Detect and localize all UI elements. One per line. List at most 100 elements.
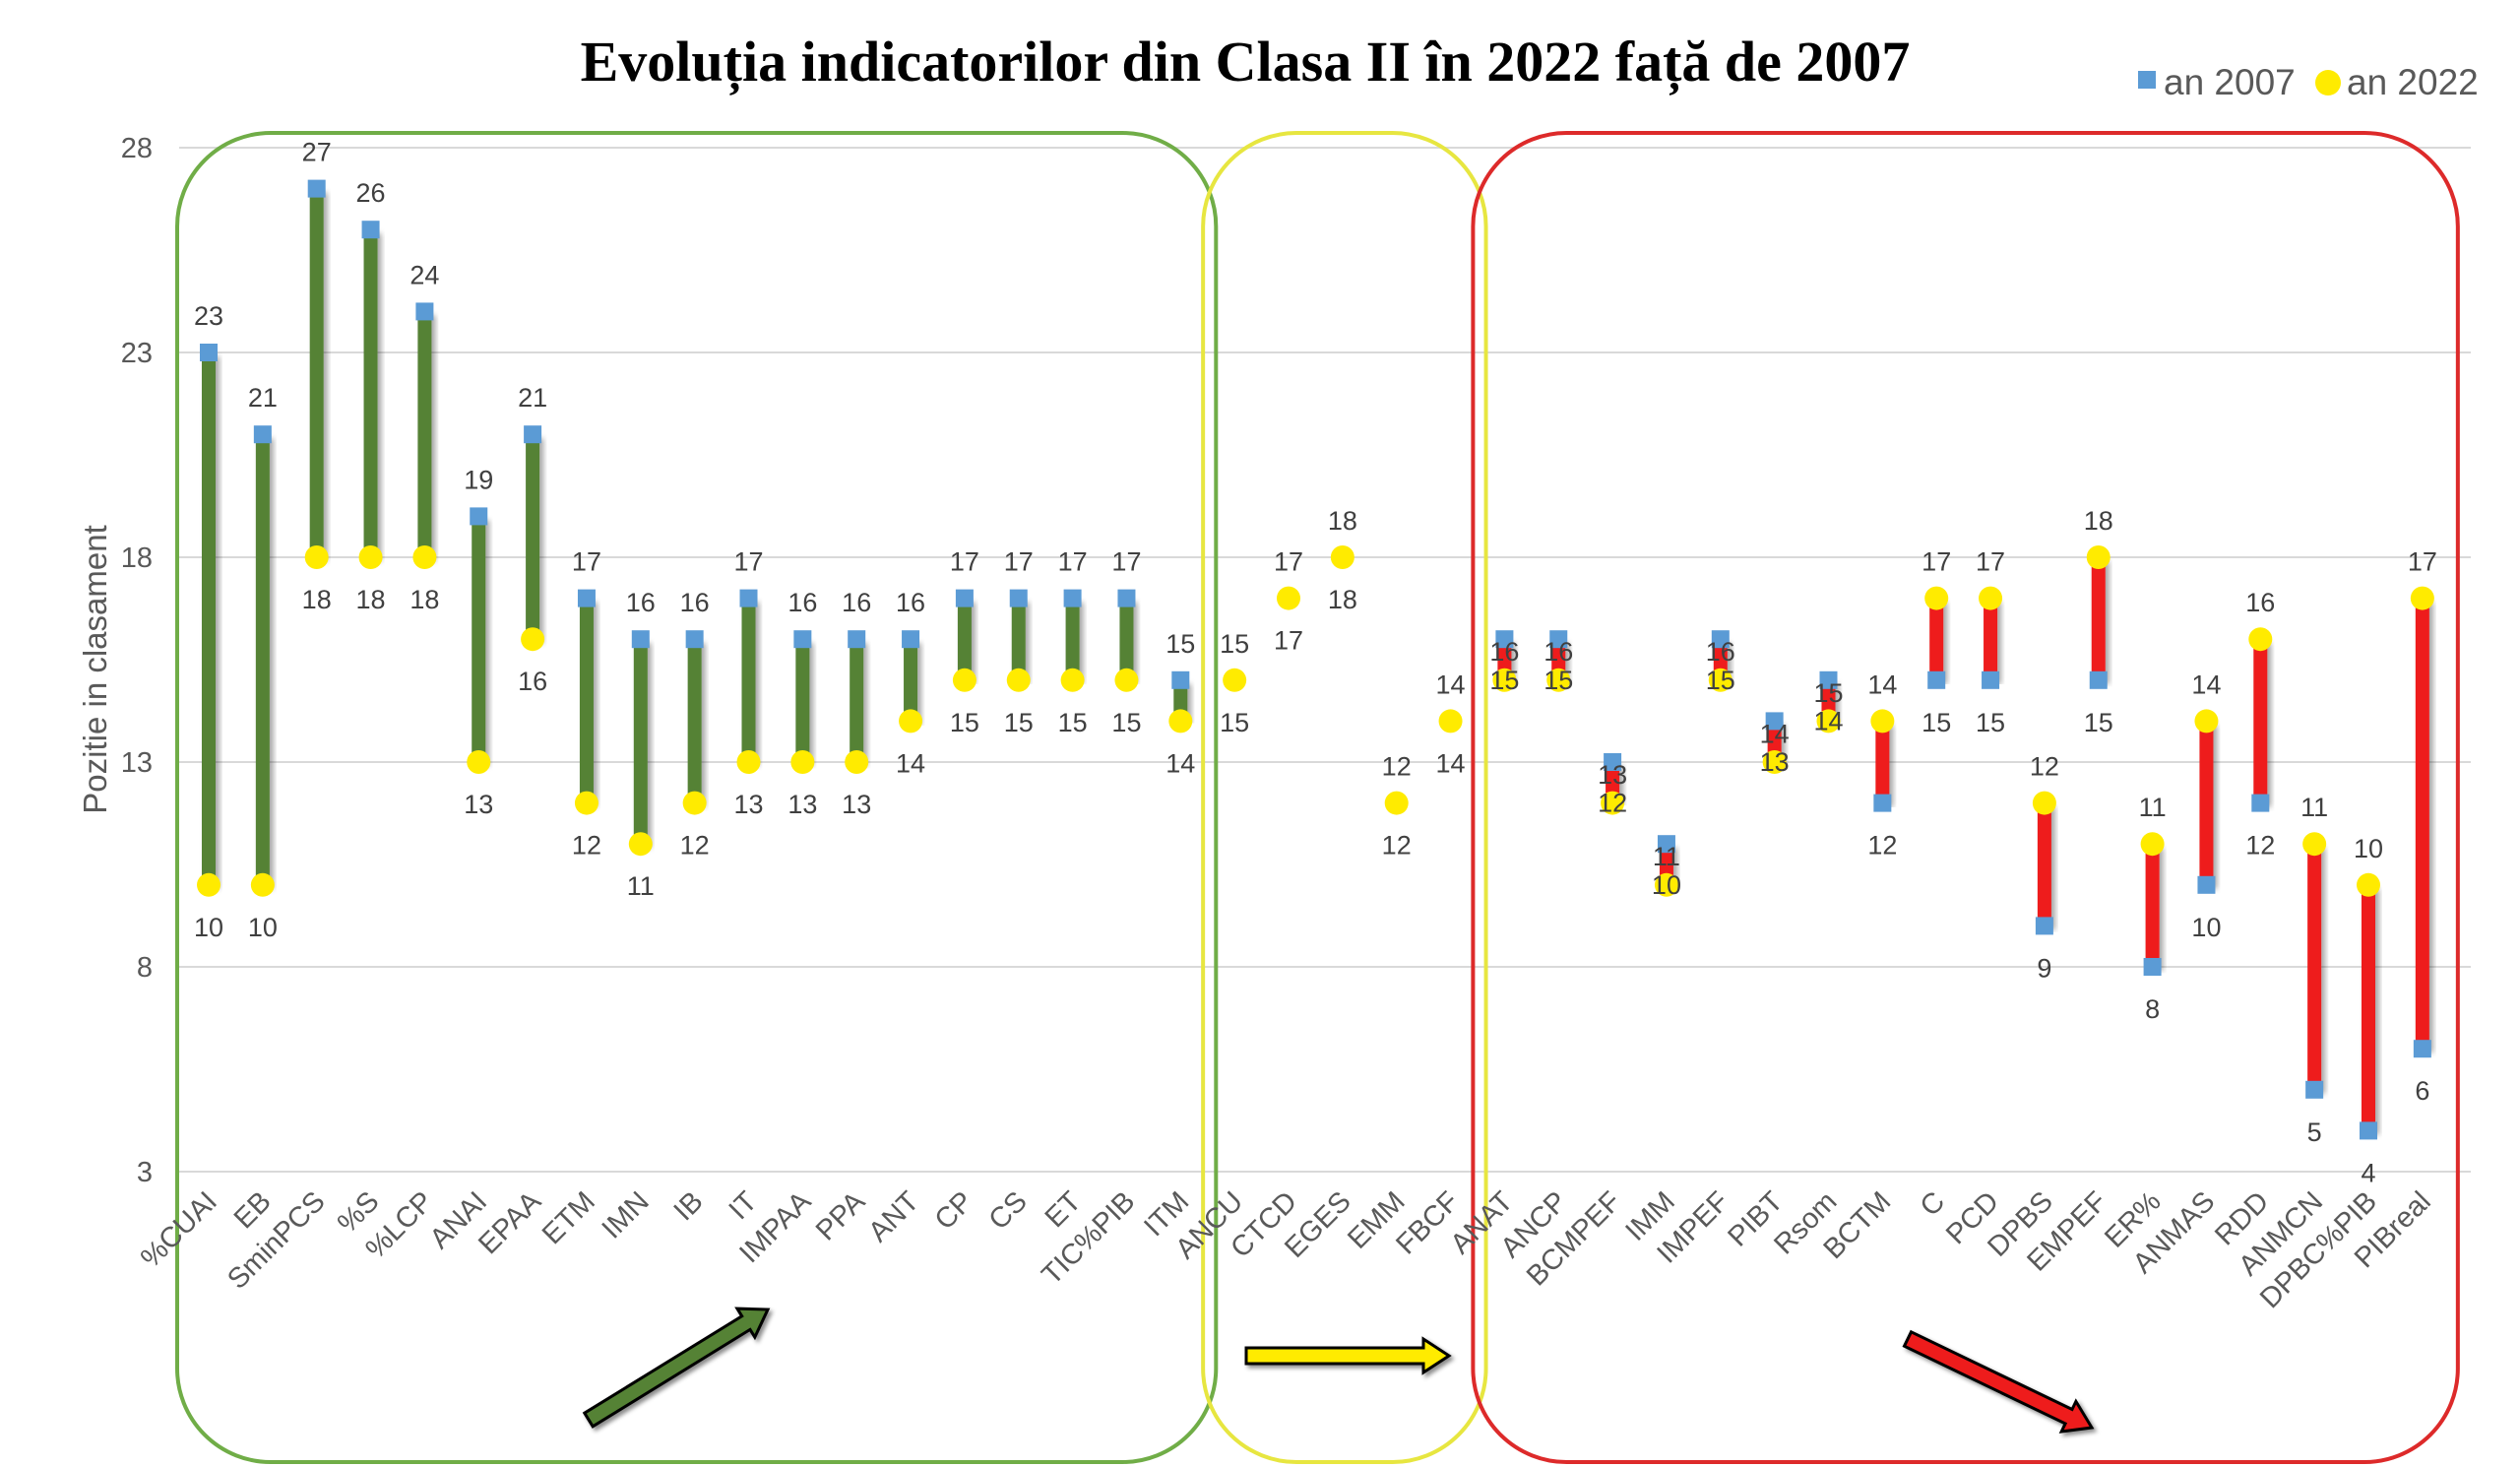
arrow-down-icon — [1902, 1329, 2095, 1434]
marker-2007 — [2089, 670, 2108, 689]
marker-2022 — [250, 872, 275, 897]
marker-2007 — [685, 630, 704, 649]
data-label-bottom: 10 — [248, 913, 278, 942]
data-label-bottom: 12 — [1867, 831, 1897, 861]
range-bar — [795, 639, 810, 762]
data-label-top: 17 — [2408, 547, 2437, 577]
range-bar — [202, 352, 216, 885]
data-label-top: 14 — [1867, 670, 1897, 699]
marker-2007 — [2413, 1040, 2431, 1058]
marker-2022 — [1330, 545, 1354, 569]
marker-2007 — [631, 630, 650, 649]
marker-2022 — [1708, 668, 1732, 692]
y-axis-ticks: 3 8 13 18 23 28 — [121, 133, 153, 1188]
range-bar — [417, 311, 432, 557]
marker-2022 — [2248, 627, 2273, 652]
marker-2022 — [845, 750, 869, 774]
data-label-top: 17 — [1976, 547, 2005, 577]
data-label-bottom: 14 — [1436, 748, 1466, 778]
data-label-bottom: 16 — [518, 667, 547, 696]
marker-2022 — [1924, 586, 1949, 610]
marker-2007 — [2360, 1121, 2377, 1140]
data-label-bottom: 13 — [733, 790, 763, 819]
marker-2022 — [790, 750, 815, 774]
marker-2022 — [1601, 791, 1625, 815]
data-label-bottom: 16 — [1706, 637, 1735, 667]
marker-2022 — [412, 545, 437, 569]
data-label-top: 13 — [1760, 747, 1790, 777]
data-label-top: 26 — [356, 178, 386, 208]
data-label-top: 10 — [2354, 834, 2383, 863]
marker-2007 — [200, 344, 218, 361]
marker-2007 — [1604, 753, 1622, 771]
data-label-bottom: 16 — [1489, 637, 1519, 667]
marker-2007 — [577, 589, 596, 607]
gridlines — [179, 147, 2471, 1173]
data-label-top: 12 — [1598, 789, 1627, 818]
range-bar — [687, 639, 702, 803]
marker-2007 — [2143, 958, 2162, 976]
marker-2022 — [952, 668, 976, 692]
x-tick-label: CP — [929, 1185, 979, 1236]
x-tick-label: C — [1915, 1185, 1951, 1222]
data-label-top: 16 — [2245, 588, 2275, 617]
data-label-bottom: 13 — [788, 790, 817, 819]
data-label-top: 17 — [733, 547, 763, 577]
data-label-top: 17 — [950, 547, 979, 577]
marker-2007 — [1982, 670, 2000, 689]
x-tick-label: PPA — [810, 1185, 872, 1247]
y-tick-label: 28 — [121, 133, 153, 164]
data-label-bottom: 5 — [2307, 1117, 2322, 1147]
marker-2022 — [2302, 832, 2327, 857]
data-label-top: 23 — [194, 301, 223, 331]
range-bar — [2199, 721, 2214, 885]
marker-2022 — [1223, 668, 1247, 692]
x-tick-label: FBCF — [1390, 1185, 1465, 1260]
range-bar — [579, 598, 594, 803]
data-label-bottom: 15 — [1813, 678, 1843, 708]
legend: an 2007 an 2022 — [2138, 62, 2479, 102]
x-tick-label: %CUAI — [135, 1185, 223, 1274]
data-label-top: 19 — [464, 465, 493, 494]
range-bar — [2037, 802, 2051, 926]
trend-arrows — [582, 1307, 2095, 1434]
y-tick-label: 3 — [137, 1157, 153, 1188]
marker-2022 — [1438, 709, 1463, 734]
data-label-bottom: 11 — [1653, 842, 1680, 871]
marker-2007 — [1873, 794, 1892, 812]
data-label-bottom: 13 — [1598, 760, 1627, 790]
marker-2022 — [1870, 709, 1895, 734]
data-label-bottom: 6 — [2415, 1076, 2429, 1106]
data-label-top: 17 — [1922, 547, 1951, 577]
range-bar — [850, 639, 864, 762]
range-bar — [904, 639, 918, 722]
marker-2007 — [1171, 670, 1190, 689]
marker-2007 — [1009, 589, 1028, 607]
marker-2022 — [1060, 668, 1085, 692]
data-label-bottom: 18 — [1328, 585, 1357, 614]
marker-2007 — [415, 302, 434, 321]
marker-2022 — [1762, 750, 1787, 774]
data-label-top: 14 — [1813, 706, 1843, 735]
marker-2022 — [2410, 586, 2434, 610]
data-label-bottom: 18 — [302, 585, 332, 614]
data-label-bottom: 15 — [1058, 708, 1088, 737]
data-label-bottom: 12 — [680, 831, 710, 861]
data-label-bottom: 15 — [2084, 708, 2113, 737]
range-bar — [633, 639, 648, 845]
marker-2007 — [1063, 589, 1082, 607]
data-label-bottom: 15 — [1976, 708, 2005, 737]
marker-2007 — [955, 589, 974, 607]
data-label-bottom: 13 — [842, 790, 871, 819]
marker-2022 — [521, 627, 545, 652]
data-label-bottom: 4 — [2361, 1158, 2375, 1187]
data-label-top: 11 — [2300, 793, 2328, 822]
marker-2007 — [470, 507, 488, 526]
marker-2007 — [848, 630, 866, 649]
marker-2007 — [1657, 835, 1675, 854]
legend-label-2022: an 2022 — [2347, 62, 2479, 102]
range-bar — [363, 229, 378, 557]
marker-2007 — [361, 221, 380, 239]
data-label-top: 16 — [680, 588, 710, 617]
data-label-bottom: 15 — [1111, 708, 1141, 737]
